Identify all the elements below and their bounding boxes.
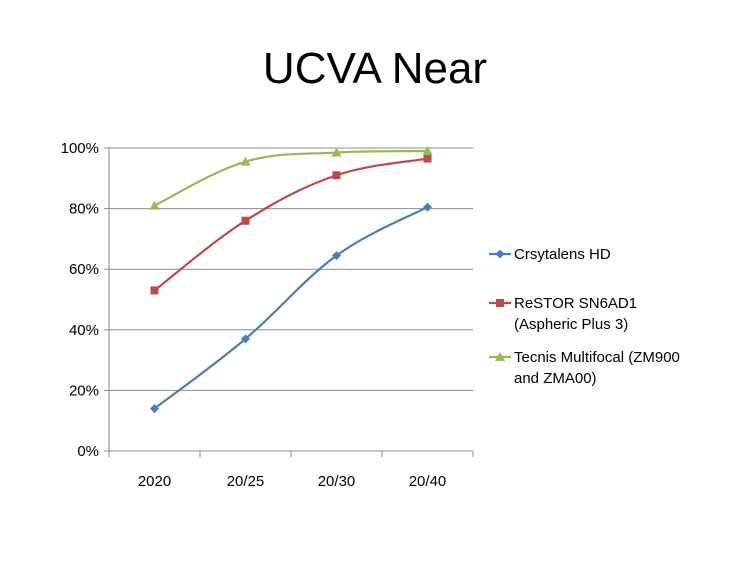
legend-label: (Aspheric Plus 3) [514,316,628,333]
legend-label: ReSTOR SN6AD1 [514,295,637,312]
data-point-marker [150,286,159,295]
legend-label: Tecnis Multifocal (ZM900 [514,349,680,366]
data-point-marker [422,146,433,156]
legend-entry: Crsytalens HD [489,246,611,263]
y-tick-label: 80% [69,201,99,218]
data-point-marker [332,251,341,261]
x-tick-label: 2020 [138,473,171,490]
data-point-marker [241,216,250,225]
y-tick-label: 40% [69,322,99,339]
legend-marker [496,299,504,307]
series-line [153,206,429,410]
gridlines [109,147,473,391]
axes: 0% 20% 40% 60% 80% 100% 2020 20/25 20/30 20/40 [61,140,474,490]
legend-label: and ZMA00) [514,370,597,387]
data-point-marker [150,404,159,414]
data-point-marker [149,200,160,210]
x-tick-label: 20/25 [227,473,265,490]
series-line [153,157,428,292]
y-tick-label: 60% [69,261,99,278]
legend-label: Crsytalens HD [514,246,611,263]
series-2 [150,154,432,295]
legend-entry: ReSTOR SN6AD1 (Aspheric Plus 3) [489,295,637,333]
data-point-marker [240,156,251,166]
y-tick-label: 100% [61,140,99,157]
series-lines [149,146,433,414]
x-tick-label: 20/30 [318,473,356,490]
x-tick-label: 20/40 [409,473,447,490]
legend: Crsytalens HD ReSTOR SN6AD1 (Aspheric Plus… [489,246,680,387]
series-3 [149,146,433,210]
series-line [154,149,428,207]
legend-entry: Tecnis Multifocal (ZM900 and ZMA00) [489,349,680,387]
legend-marker [495,249,505,259]
data-point-marker [423,154,432,163]
data-point-marker [332,171,341,180]
chart-title: UCVA Near [262,44,488,93]
y-tick-label: 20% [69,382,99,399]
legend-marker [495,352,505,361]
data-point-marker [331,147,342,157]
series-1 [150,202,432,414]
data-point-marker [241,334,250,344]
data-point-marker [423,202,432,212]
y-tick-label: 0% [77,443,99,460]
